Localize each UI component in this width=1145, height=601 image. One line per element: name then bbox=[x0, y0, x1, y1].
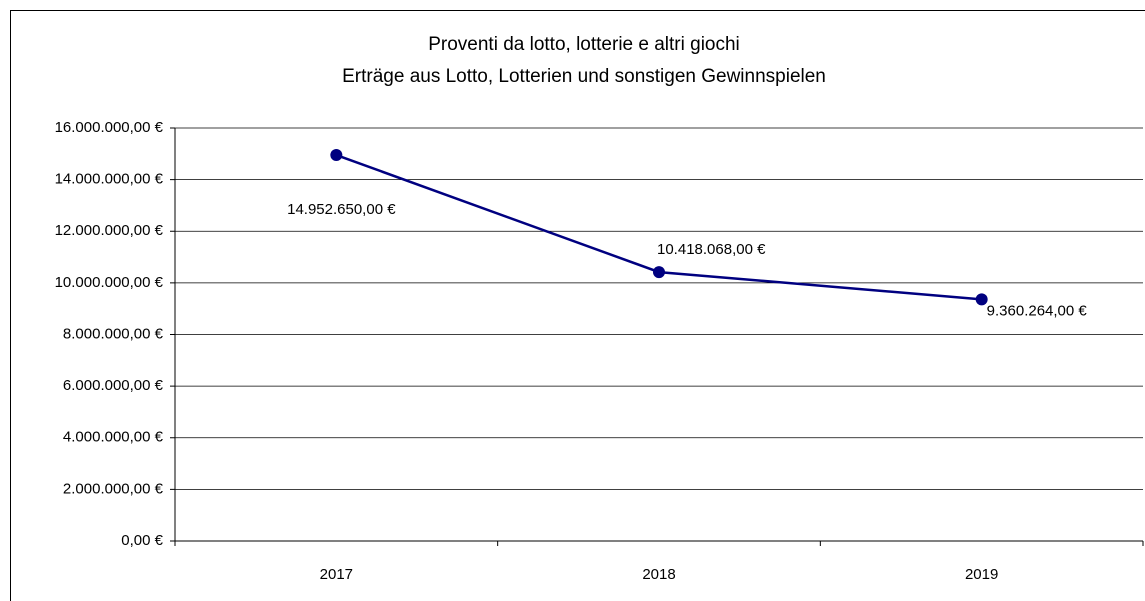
x-tick-label: 2018 bbox=[642, 566, 675, 583]
data-label: 14.952.650,00 € bbox=[287, 201, 396, 218]
data-label: 9.360.264,00 € bbox=[987, 302, 1088, 319]
x-tick-label: 2017 bbox=[320, 566, 353, 583]
y-tick-label: 4.000.000,00 € bbox=[63, 429, 164, 446]
chart-frame bbox=[10, 10, 1145, 601]
point bbox=[653, 266, 665, 279]
y-tick-label: 10.000.000,00 € bbox=[55, 274, 164, 291]
y-tick-label: 2.000.000,00 € bbox=[63, 480, 164, 497]
chart-subtitle: Erträge aus Lotto, Lotterien und sonstig… bbox=[342, 66, 826, 87]
data-label: 10.418.068,00 € bbox=[657, 241, 766, 258]
y-tick-label: 6.000.000,00 € bbox=[63, 377, 164, 394]
y-tick-label: 12.000.000,00 € bbox=[55, 222, 164, 239]
x-tick-label: 2019 bbox=[965, 566, 998, 583]
y-tick-label: 16.000.000,00 € bbox=[55, 119, 164, 136]
y-tick-label: 0,00 € bbox=[121, 532, 163, 549]
point bbox=[330, 149, 343, 162]
point bbox=[975, 293, 988, 306]
y-tick-label: 8.000.000,00 € bbox=[63, 325, 164, 342]
chart-title: Proventi da lotto, lotterie e altri gioc… bbox=[428, 34, 740, 55]
y-tick-label: 14.000.000,00 € bbox=[55, 171, 164, 188]
